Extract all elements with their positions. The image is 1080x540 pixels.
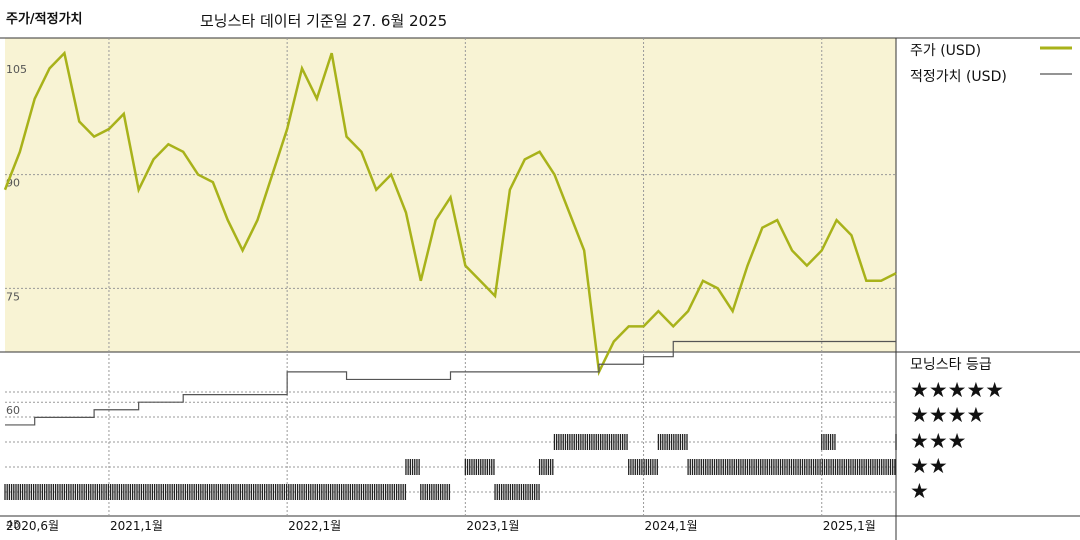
rating-bar xyxy=(464,459,495,475)
price-series-line xyxy=(3,50,897,377)
rating-bar xyxy=(687,459,896,475)
rating-bar xyxy=(538,459,554,475)
x-tick-label: 2023,1월 xyxy=(466,519,519,533)
legend-price: 주가 (USD) xyxy=(910,40,981,60)
rating-bar xyxy=(4,484,407,500)
y-tick-label: 60 xyxy=(6,404,20,417)
y-tick-label: 75 xyxy=(6,290,20,303)
price-panel-background xyxy=(5,38,896,352)
legend-fair-value: 적정가치 (USD) xyxy=(910,66,1007,86)
rating-bar xyxy=(405,459,420,475)
rating-level-2: ★★ xyxy=(910,454,948,478)
y-tick-label: 105 xyxy=(6,63,27,76)
rating-level-5: ★★★★★ xyxy=(910,378,1005,402)
chart-title: 주가/적정가치 xyxy=(6,12,83,27)
x-tick-label: 2022,1월 xyxy=(288,519,341,533)
rating-bar xyxy=(657,434,688,450)
x-tick-label: 2024,1월 xyxy=(645,519,698,533)
y-tick-label: 45 xyxy=(6,518,20,531)
legend-fair-value-label: 적정가치 (USD) xyxy=(910,69,1007,85)
fair-value-series-line xyxy=(5,340,896,426)
rating-bar xyxy=(553,434,628,450)
rating-level-1: ★ xyxy=(910,479,929,503)
rating-level-3: ★★★ xyxy=(910,429,967,453)
x-tick-label: 2020,6월 xyxy=(6,519,59,533)
x-tick-label: 2025,1월 xyxy=(823,519,876,533)
rating-bar xyxy=(494,484,540,500)
legend-price-label: 주가 (USD) xyxy=(910,43,982,59)
rating-panel-title: 모닝스타 등급 xyxy=(910,357,992,373)
rating-bar xyxy=(628,459,658,475)
data-date-subtitle: 모닝스타 데이터 기준일 27. 6월 2025 xyxy=(200,12,448,30)
rating-bar xyxy=(420,484,451,500)
rating-level-4: ★★★★ xyxy=(910,403,986,427)
x-tick-label: 2021,1월 xyxy=(110,519,163,533)
rating-bar xyxy=(821,434,836,450)
